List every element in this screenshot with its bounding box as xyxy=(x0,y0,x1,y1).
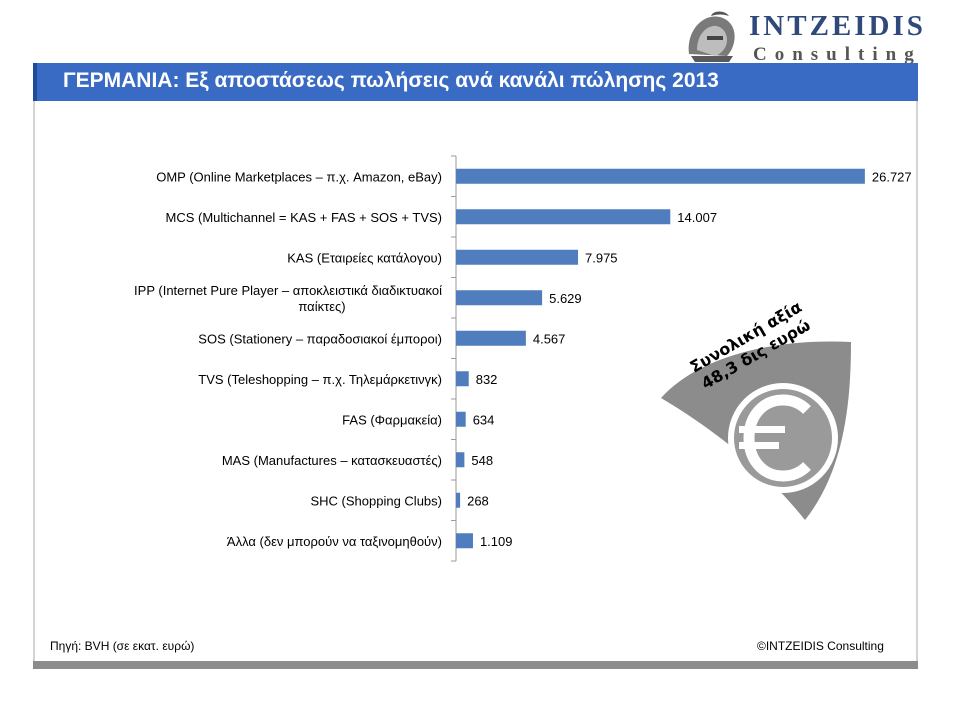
category-label: IPP (Internet Pure Player – αποκλειστικά… xyxy=(134,283,442,314)
total-value-badge xyxy=(661,341,851,520)
bar xyxy=(456,411,466,427)
bar-value-label: 634 xyxy=(473,412,495,427)
category-label: SHC (Shopping Clubs) xyxy=(310,493,442,508)
bar xyxy=(456,330,526,346)
bar xyxy=(456,168,865,184)
bar xyxy=(456,452,465,468)
chart-bars xyxy=(456,168,865,549)
bar xyxy=(456,533,473,549)
bar xyxy=(456,492,461,508)
logo-helmet-icon xyxy=(688,11,735,62)
category-label: SOS (Stationery – παραδοσιακοί έμποροι) xyxy=(198,331,442,346)
bar xyxy=(456,249,579,265)
source-note: Πηγή: BVH (σε εκατ. ευρώ) xyxy=(50,639,195,653)
category-label: FAS (Φαρμακεία) xyxy=(342,412,442,427)
bar-value-label: 7.975 xyxy=(585,250,618,265)
bar xyxy=(456,290,543,306)
category-label: MAS (Manufactures – κατασκευαστές) xyxy=(222,453,442,468)
copyright-note: ©INTZEIDIS Consulting xyxy=(757,639,884,653)
chart-value-labels: 26.727 14.007 7.975 5.629 4.567 832 634 548 268 1… xyxy=(467,169,912,549)
category-label: KAS (Εταιρείες κατάλογου) xyxy=(287,250,442,265)
frame-bottom-bar xyxy=(33,661,918,669)
category-label: MCS (Multichannel = KAS + FAS + SOS + TV… xyxy=(166,210,443,225)
bar-value-label: 26.727 xyxy=(872,169,912,184)
bar-value-label: 1.109 xyxy=(480,534,513,549)
chart-axis xyxy=(451,155,457,562)
frame-right-border xyxy=(916,101,918,661)
title-bar: ΓΕΡΜΑΝΙΑ: Εξ αποστάσεως πωλήσεις ανά καν… xyxy=(33,63,918,101)
bar-value-label: 832 xyxy=(476,372,498,387)
frame-left-border xyxy=(33,101,35,661)
chart-category-labels: OMP (Online Marketplaces – π.χ. Amazon, … xyxy=(134,169,442,549)
bar-value-label: 268 xyxy=(467,493,489,508)
bar-value-label: 4.567 xyxy=(533,331,566,346)
company-logo: INTZEIDIS Consulting xyxy=(683,8,923,66)
page-title: ΓΕΡΜΑΝΙΑ: Εξ αποστάσεως πωλήσεις ανά καν… xyxy=(63,69,719,92)
category-label: TVS (Teleshopping – π.χ. Τηλεμάρκετινγκ) xyxy=(198,372,442,387)
euro-icon xyxy=(739,394,811,482)
logo-subtitle: Consulting xyxy=(753,44,922,65)
bar-value-label: 14.007 xyxy=(677,210,717,225)
bar xyxy=(456,371,469,387)
category-label: OMP (Online Marketplaces – π.χ. Amazon, … xyxy=(156,169,442,184)
bar-value-label: 5.629 xyxy=(549,291,582,306)
title-accent xyxy=(33,63,37,101)
bar xyxy=(456,209,671,225)
logo-name: INTZEIDIS xyxy=(749,10,926,42)
bar-value-label: 548 xyxy=(471,453,493,468)
category-label: Άλλα (δεν μπορούν να ταξινομηθούν) xyxy=(227,534,442,549)
